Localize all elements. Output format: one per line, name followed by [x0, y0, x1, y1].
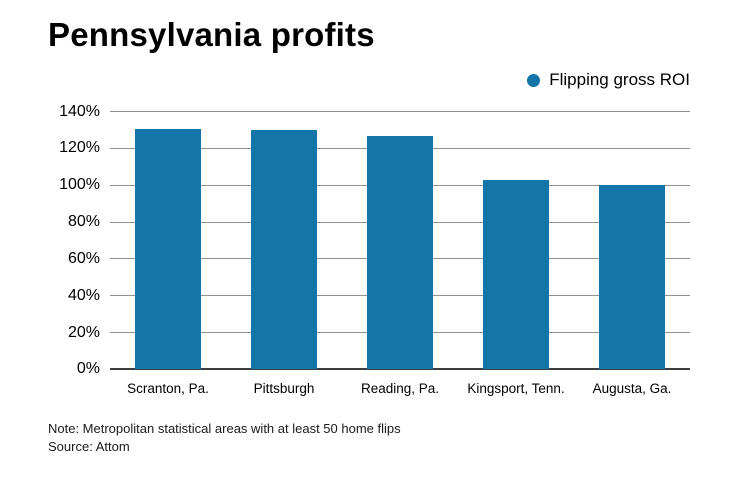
bar-chart-plot-area: 0% 20% 40% 60% 80% 100% 120% 140% — [59, 103, 690, 377]
legend-label: Flipping gross ROI — [549, 70, 690, 89]
bar-slot — [458, 112, 574, 369]
y-tick-label: 100% — [59, 176, 100, 194]
x-axis-labels: Scranton, Pa. Pittsburgh Reading, Pa. Kings… — [110, 381, 690, 396]
bar-slot — [342, 112, 458, 369]
x-axis-label: Kingsport, Tenn. — [467, 381, 565, 396]
y-tick-label: 120% — [59, 139, 100, 157]
y-tick-label: 60% — [67, 249, 100, 267]
source-text: Source: Attom — [48, 438, 130, 454]
x-axis-label: Scranton, Pa. — [127, 381, 209, 396]
x-axis-label: Reading, Pa. — [360, 381, 440, 396]
x-axis-label: Augusta, Ga. — [592, 381, 672, 396]
chart-title: Pennsylvania profits — [48, 16, 375, 53]
gridline: 140% — [59, 103, 690, 120]
bar-augusta-ga — [598, 185, 666, 369]
note-text: Note: Metropolitan statistical areas wit… — [48, 421, 401, 436]
legend-marker-icon — [527, 73, 541, 87]
x-axis-label: Pittsburgh — [253, 381, 315, 396]
bar-slot — [574, 112, 690, 369]
bar-scranton-pa — [134, 128, 202, 369]
y-tick-label: 140% — [59, 102, 100, 120]
bar-slot — [226, 112, 342, 369]
bar-kingsport-tenn — [482, 179, 550, 369]
chart-card: Pennsylvania profits Flipping gross ROI … — [48, 16, 690, 455]
bar-reading-pa — [366, 135, 434, 369]
y-tick-label: 80% — [67, 213, 100, 231]
legend: Flipping gross ROI — [48, 70, 690, 90]
bar-slot — [110, 112, 226, 369]
y-tick-label: 40% — [67, 286, 100, 304]
y-tick-label: 20% — [67, 323, 100, 341]
x-axis-baseline: 0% — [77, 360, 690, 377]
y-tick-label: 0% — [76, 360, 100, 377]
footnotes: Note: Metropolitan statistical areas wit… — [48, 420, 690, 455]
bar-pittsburgh — [250, 130, 318, 369]
bars-group — [110, 112, 690, 369]
